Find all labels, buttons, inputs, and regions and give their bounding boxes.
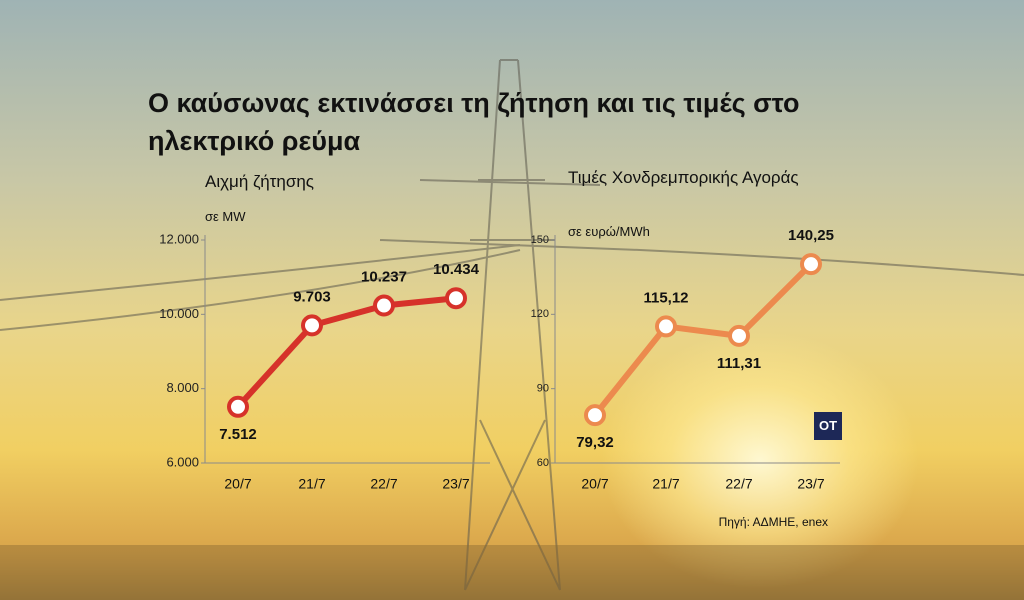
x-tick-label: 22/7 (370, 476, 397, 492)
y-tick-label: 90 (537, 383, 549, 395)
sun-glow (600, 330, 920, 590)
value-label: 7.512 (219, 426, 257, 443)
source: Πηγή: ΑΔΜΗΕ, enex (718, 515, 828, 529)
value-label: 140,25 (788, 227, 834, 244)
y-tick-label: 8.000 (166, 380, 199, 395)
x-tick-label: 22/7 (725, 476, 752, 492)
y-tick-label: 150 (531, 234, 549, 246)
chart-subtitle: σε ευρώ/MWh (568, 224, 650, 239)
x-tick-label: 21/7 (298, 476, 325, 492)
chart-subtitle: σε MW (205, 209, 246, 224)
point (227, 395, 249, 418)
point (800, 253, 822, 276)
chart-title: Τιμές Χονδρεμπορικής Αγοράς (568, 168, 799, 187)
point (301, 314, 323, 337)
chart-title: Αιχμή ζήτησης (205, 172, 314, 191)
value-label: 115,12 (643, 289, 688, 306)
point (373, 294, 395, 317)
y-tick-label: 120 (531, 308, 549, 320)
x-tick-label: 23/7 (797, 476, 824, 492)
point (655, 315, 677, 338)
x-tick-label: 21/7 (652, 476, 679, 492)
value-label: 111,31 (717, 355, 761, 372)
point (584, 404, 606, 427)
x-tick-label: 20/7 (224, 476, 251, 492)
x-tick-label: 23/7 (442, 476, 469, 492)
value-label: 10.237 (361, 268, 407, 285)
y-tick-label: 6.000 (166, 454, 199, 469)
line (235, 295, 457, 409)
main-title: Ο καύσωνας εκτινάσσει τη ζήτηση και τις … (148, 88, 800, 156)
value-label: 79,32 (576, 434, 614, 451)
y-tick-label: 60 (537, 457, 549, 469)
x-tick-label: 20/7 (581, 476, 608, 492)
value-label: 9.703 (293, 288, 331, 305)
y-tick-label: 12.000 (159, 231, 199, 246)
logo: OT (814, 412, 842, 440)
line (592, 262, 814, 418)
point (728, 324, 750, 347)
value-label: 10.434 (433, 261, 480, 278)
y-tick-label: 10.000 (159, 306, 199, 321)
point (445, 287, 467, 310)
